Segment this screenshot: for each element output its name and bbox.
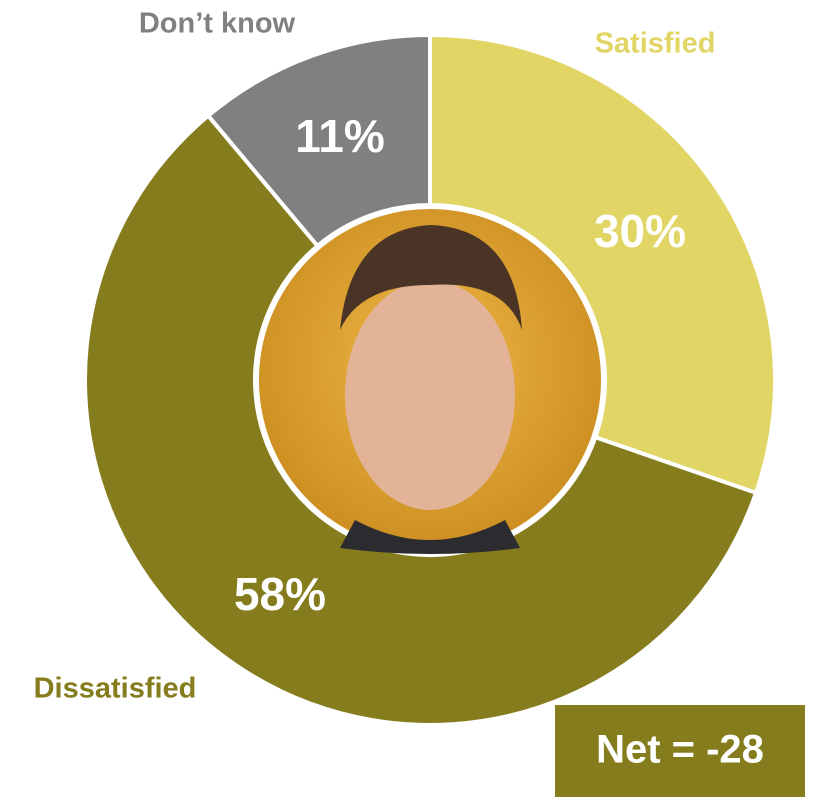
photo-hair [340,225,522,330]
value-label: 30% [594,205,686,257]
net-box [555,705,805,797]
photo-face [345,280,515,510]
photo-collar [340,520,520,554]
net-annotation: Net = -28 [596,728,764,772]
value-label: 11% [295,110,385,162]
category-label: Satisfied [595,28,716,60]
category-label: Don’t know [139,8,296,40]
value-label: 58% [234,568,326,620]
category-label: Dissatisfied [34,673,197,705]
segments [83,32,777,727]
photo [255,205,605,555]
